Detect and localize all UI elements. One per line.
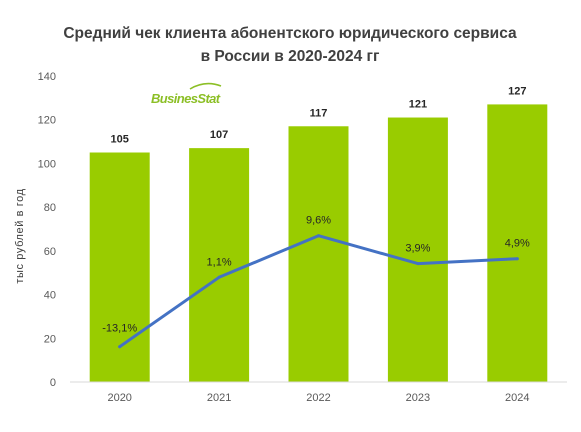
y-axis-title: тыс рублей в год	[14, 188, 26, 283]
bars	[89, 104, 548, 383]
value-labels: 105 107 117 121 127	[111, 85, 527, 145]
bar-2021	[189, 148, 250, 382]
x-tick-label: 2024	[505, 392, 529, 404]
bar-value-label: 105	[111, 134, 129, 146]
chart-title-line1: Средний чек клиента абонентского юридиче…	[63, 25, 517, 42]
bar-2024	[487, 104, 548, 383]
logo-text: BusinesStat	[151, 91, 221, 106]
growth-label: 9,6%	[306, 215, 331, 227]
growth-label: 1,1%	[207, 256, 232, 268]
chart-title-line2: в России в 2020-2024 гг	[201, 48, 380, 65]
x-tick-label: 2023	[406, 392, 430, 404]
x-tick-label: 2020	[107, 392, 131, 404]
growth-point	[118, 345, 122, 349]
bar-value-label: 121	[409, 99, 427, 111]
logo-swoosh	[189, 82, 222, 90]
businesstat-logo: BusinesStat	[151, 82, 222, 106]
y-tick-label: 40	[44, 290, 56, 302]
y-tick-label: 20	[44, 333, 56, 345]
growth-line	[118, 234, 519, 349]
bar-2020	[89, 152, 150, 382]
growth-labels: -13,1% 1,1% 9,6% 3,9% 4,9%	[102, 215, 530, 335]
y-tick-label: 100	[38, 158, 56, 170]
bar-value-label: 117	[310, 107, 328, 119]
bar-value-label: 127	[508, 85, 526, 97]
growth-label: 4,9%	[505, 238, 530, 250]
y-tick-label: 80	[44, 202, 56, 214]
growth-point	[217, 275, 221, 279]
y-tick-label: 140	[38, 71, 56, 83]
growth-label: -13,1%	[102, 323, 137, 335]
y-tick-label: 0	[50, 377, 56, 389]
growth-point	[416, 262, 420, 266]
growth-label: 3,9%	[405, 243, 430, 255]
x-tick-label: 2022	[306, 392, 330, 404]
bar-value-label: 107	[210, 129, 228, 141]
bar-2023	[387, 117, 448, 383]
growth-point	[515, 257, 519, 261]
x-axis: 2020 2021 2022 2023 2024	[107, 392, 529, 404]
y-tick-label: 120	[38, 115, 56, 127]
y-tick-label: 60	[44, 246, 56, 258]
bar-2022	[288, 126, 349, 383]
growth-point	[317, 234, 320, 238]
y-axis: 0 20 40 60 80 100 120 140	[38, 71, 56, 389]
x-tick-label: 2021	[207, 392, 231, 404]
